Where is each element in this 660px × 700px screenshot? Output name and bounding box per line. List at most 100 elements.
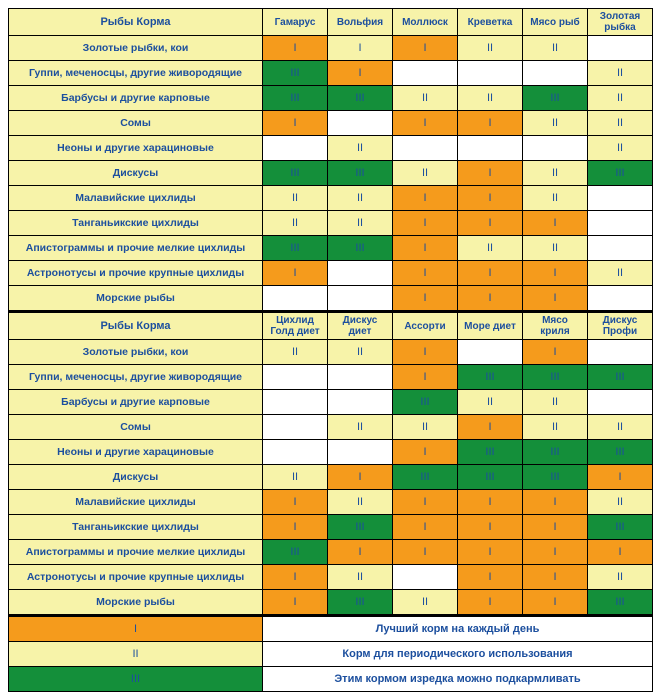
compat-cell (588, 186, 653, 211)
compat-cell: II (523, 36, 588, 61)
compat-cell: II (263, 340, 328, 365)
compat-cell: II (328, 565, 393, 590)
compat-cell: II (328, 415, 393, 440)
compat-cell: I (393, 540, 458, 565)
compat-cell (328, 261, 393, 286)
compat-cell: II (523, 161, 588, 186)
food-header: Мясо криля (523, 312, 588, 340)
compat-cell: I (393, 236, 458, 261)
compat-cell: I (393, 36, 458, 61)
compat-cell (588, 286, 653, 312)
compat-cell: III (328, 236, 393, 261)
compat-cell: III (328, 590, 393, 616)
compat-cell: II (458, 36, 523, 61)
legend-swatch: I (9, 616, 263, 642)
compat-cell: III (328, 161, 393, 186)
compat-cell (588, 340, 653, 365)
compat-cell (393, 565, 458, 590)
fish-label: Неоны и другие харациновые (9, 136, 263, 161)
compat-cell (588, 211, 653, 236)
compat-cell: II (328, 211, 393, 236)
compat-cell: II (523, 186, 588, 211)
compat-cell (588, 36, 653, 61)
compat-cell: II (393, 590, 458, 616)
compat-cell: I (523, 540, 588, 565)
fish-label: Дискусы (9, 465, 263, 490)
legend-text: Корм для периодического использования (263, 642, 653, 667)
compat-cell (263, 440, 328, 465)
compat-cell: I (328, 61, 393, 86)
compat-cell: II (588, 490, 653, 515)
compat-cell: II (523, 415, 588, 440)
compat-cell (523, 61, 588, 86)
compat-cell (588, 236, 653, 261)
compat-cell: I (523, 261, 588, 286)
compat-cell: II (588, 565, 653, 590)
compat-cell: III (458, 465, 523, 490)
compat-cell (263, 390, 328, 415)
food-header: Креветка (458, 9, 523, 36)
fish-label: Малавийские цихлиды (9, 490, 263, 515)
compat-cell: III (588, 365, 653, 390)
compat-cell: III (523, 440, 588, 465)
compat-cell: III (328, 86, 393, 111)
compat-cell: II (588, 111, 653, 136)
compat-cell: I (263, 590, 328, 616)
compat-cell: I (523, 340, 588, 365)
compat-cell: I (263, 36, 328, 61)
fish-label: Астронотусы и прочие крупные цихлиды (9, 565, 263, 590)
legend-swatch: II (9, 642, 263, 667)
feeding-compatibility-table: Рыбы КормаГамарусВольфияМоллюскКреветкаМ… (8, 8, 653, 692)
compat-cell: II (588, 61, 653, 86)
compat-cell: II (458, 86, 523, 111)
compat-cell: II (588, 86, 653, 111)
compat-cell (393, 61, 458, 86)
compat-cell: I (393, 490, 458, 515)
compat-cell: I (523, 565, 588, 590)
compat-cell: I (328, 465, 393, 490)
compat-cell: I (458, 415, 523, 440)
compat-cell: I (458, 161, 523, 186)
compat-cell (393, 136, 458, 161)
compat-cell: III (523, 86, 588, 111)
compat-cell: I (328, 36, 393, 61)
compat-cell: III (588, 440, 653, 465)
compat-cell: I (458, 540, 523, 565)
food-header: Золотая рыбка (588, 9, 653, 36)
compat-cell: II (458, 390, 523, 415)
compat-cell: III (263, 86, 328, 111)
compat-cell: I (458, 565, 523, 590)
compat-cell (263, 136, 328, 161)
compat-cell: I (263, 515, 328, 540)
compat-cell: I (523, 515, 588, 540)
fish-label: Сомы (9, 415, 263, 440)
compat-cell: I (588, 465, 653, 490)
fish-label: Морские рыбы (9, 286, 263, 312)
fish-label: Гуппи, меченосцы, другие живородящие (9, 61, 263, 86)
corner-header: Рыбы Корма (9, 312, 263, 340)
fish-label: Барбусы и другие карповые (9, 86, 263, 111)
compat-cell: II (263, 211, 328, 236)
compat-cell: III (393, 465, 458, 490)
compat-cell: II (458, 236, 523, 261)
compat-cell: II (588, 415, 653, 440)
fish-label: Апистограммы и прочие мелкие цихлиды (9, 236, 263, 261)
compat-cell: III (458, 440, 523, 465)
compat-cell: III (588, 515, 653, 540)
food-header: Дискус Профи (588, 312, 653, 340)
compat-cell: II (328, 186, 393, 211)
corner-header: Рыбы Корма (9, 9, 263, 36)
compat-cell: I (458, 286, 523, 312)
compat-cell: II (393, 161, 458, 186)
fish-label: Морские рыбы (9, 590, 263, 616)
compat-cell: III (328, 515, 393, 540)
compat-cell: I (523, 590, 588, 616)
compat-cell: II (328, 136, 393, 161)
compat-cell: II (588, 136, 653, 161)
fish-label: Барбусы и другие карповые (9, 390, 263, 415)
compat-cell (458, 61, 523, 86)
fish-label: Золотые рыбки, кои (9, 340, 263, 365)
fish-label: Золотые рыбки, кои (9, 36, 263, 61)
compat-cell: III (458, 365, 523, 390)
compat-cell: I (263, 111, 328, 136)
